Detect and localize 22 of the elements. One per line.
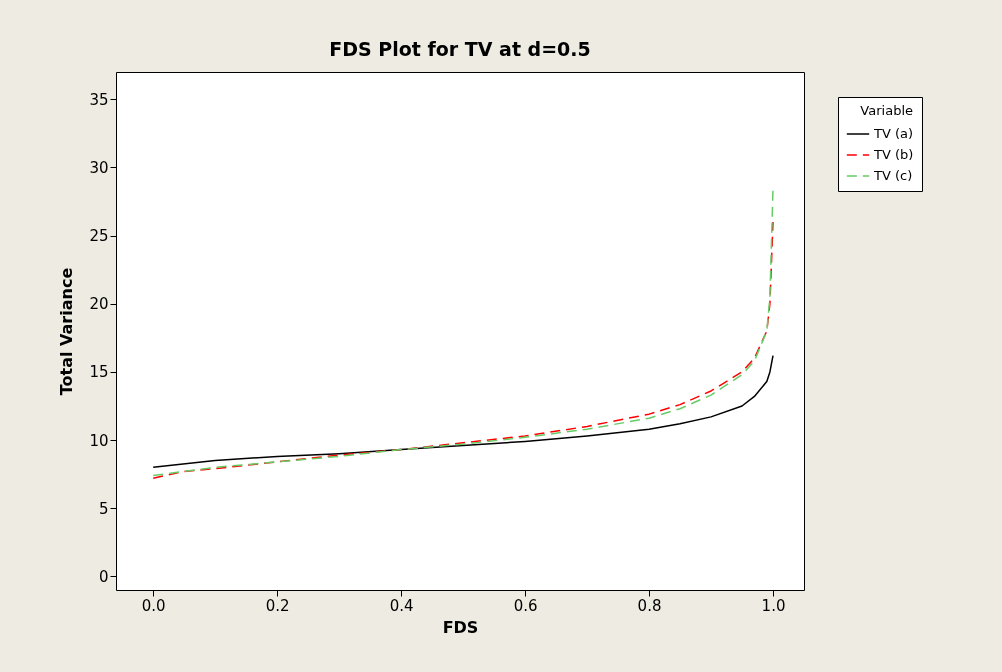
x-tick-label: 0.8: [637, 596, 662, 615]
y-tick-label: 5: [98, 499, 109, 518]
x-tick-label: 0.6: [513, 596, 538, 615]
y-tick-label: 20: [89, 295, 109, 314]
x-tick-label: 1.0: [761, 596, 786, 615]
x-axis-title: FDS: [442, 617, 479, 637]
y-tick-label: 0: [98, 567, 109, 586]
y-axis-title: Total Variance: [57, 267, 77, 396]
y-tick-label: 35: [89, 90, 109, 109]
x-tick-label: 0.0: [141, 596, 166, 615]
x-tick-label: 0.4: [389, 596, 414, 615]
line-series: [152, 354, 774, 469]
x-tick-label: 0.2: [265, 596, 290, 615]
y-tick-label: 25: [89, 227, 109, 246]
y-tick-label: 15: [89, 363, 109, 382]
legend-label: TV (c): [873, 168, 913, 183]
y-tick-label: 10: [89, 431, 109, 450]
legend-label: TV (a): [873, 126, 914, 141]
y-tick-label: 30: [89, 158, 109, 177]
legend-label: TV (b): [873, 147, 914, 162]
legend-title: Variable: [860, 103, 913, 118]
chart-title: FDS Plot for TV at d=0.5: [329, 38, 591, 60]
